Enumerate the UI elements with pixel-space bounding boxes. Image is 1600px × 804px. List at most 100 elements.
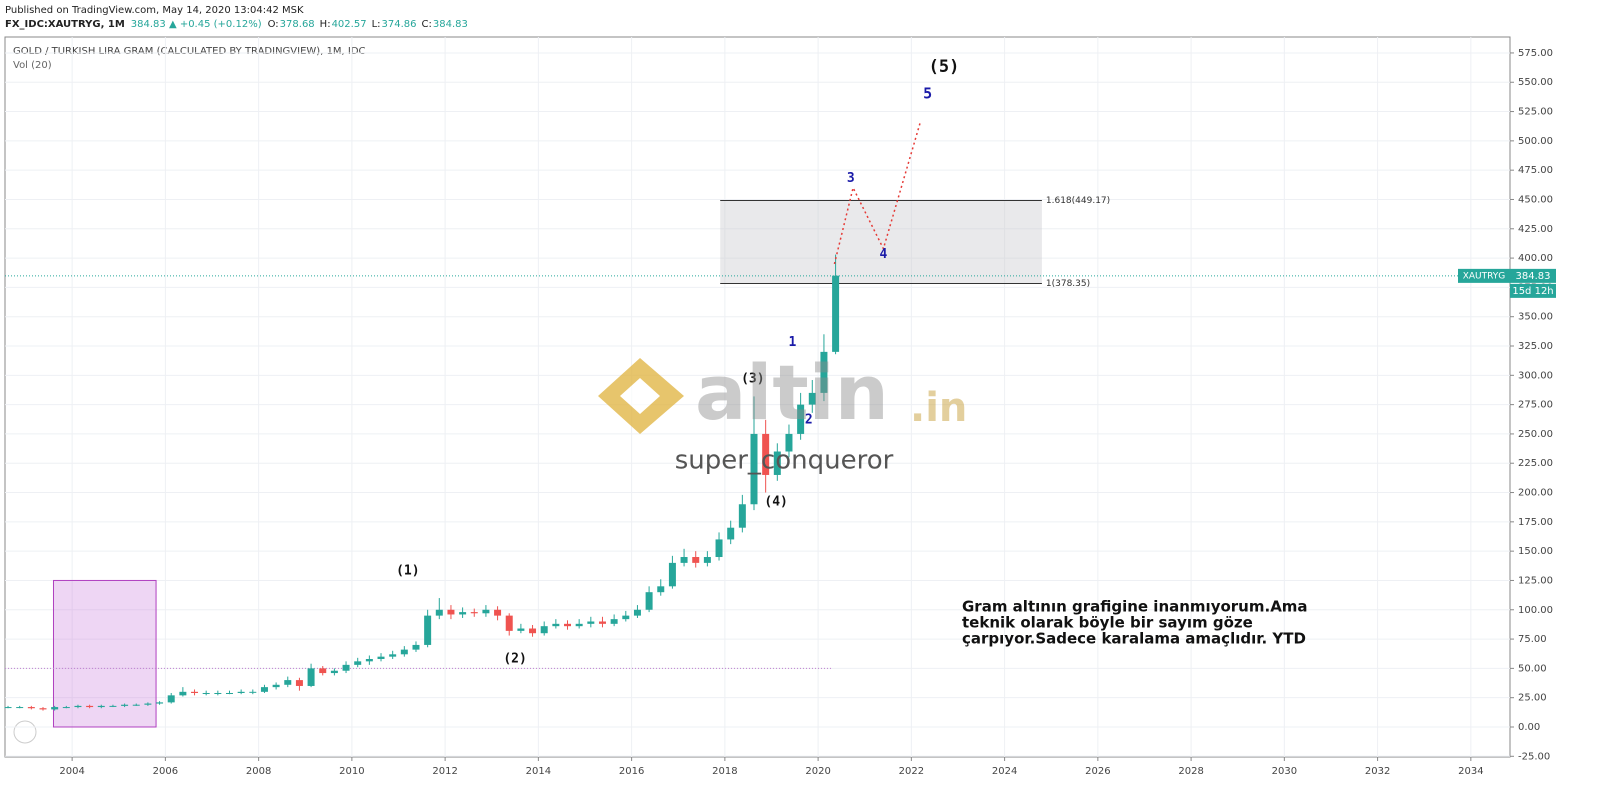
x-tick-label: 2018 xyxy=(712,766,737,777)
candle-body xyxy=(435,609,443,616)
candle-body xyxy=(319,668,327,674)
ohlc-label: L: xyxy=(372,19,381,30)
annotation: teknik olarak böyle bir sayım göze xyxy=(962,614,1253,632)
candle-body xyxy=(785,433,793,452)
candle-body xyxy=(447,609,455,615)
candle-body xyxy=(109,705,117,707)
annotation: Gram altının grafigine inanmıyorum.Ama xyxy=(962,598,1308,616)
countdown-tag xyxy=(1510,283,1556,298)
x-tick-label: 2030 xyxy=(1272,766,1297,777)
candle-body xyxy=(307,668,315,686)
candle-body xyxy=(517,628,525,631)
candle-body xyxy=(680,557,688,563)
wave-label: 1 xyxy=(789,335,797,350)
published: Published on TradingView.com, May 14, 20… xyxy=(5,5,304,16)
y-tick-label: 250.00 xyxy=(1518,429,1553,440)
candle-body xyxy=(179,691,187,696)
y-tick-label: 275.00 xyxy=(1518,400,1553,411)
fib-zone xyxy=(720,200,1042,284)
wave-label: (3) xyxy=(741,371,764,386)
y-tick-label: 450.00 xyxy=(1518,194,1553,205)
last-price-label: 384.83 xyxy=(1516,271,1551,282)
x-tick-label: 2016 xyxy=(619,766,644,777)
symbol: FX_IDC:XAUTRYG, 1M xyxy=(5,19,125,30)
candle-body xyxy=(389,654,397,657)
x-tick-label: 2010 xyxy=(339,766,364,777)
watermark-brand: altin xyxy=(695,348,889,437)
fib-label: 1(378.35) xyxy=(1046,279,1090,289)
y-tick-label: 100.00 xyxy=(1518,605,1553,616)
candle-body xyxy=(237,691,245,693)
candle-body xyxy=(494,609,502,616)
x-tick-label: 2034 xyxy=(1458,766,1483,777)
candle-body xyxy=(62,707,70,709)
candle-body xyxy=(225,692,233,694)
candle-body xyxy=(284,680,292,685)
price-tag xyxy=(1510,268,1556,283)
candle-body xyxy=(272,684,280,688)
x-tick-label: 2004 xyxy=(59,766,84,777)
fib-label: 1.618(449.17) xyxy=(1046,196,1110,206)
y-tick-label: 300.00 xyxy=(1518,370,1553,381)
candle-body xyxy=(552,623,560,627)
candle-body xyxy=(482,609,490,614)
candle-body xyxy=(587,621,595,624)
wave-label: 3 xyxy=(847,171,855,186)
candle-body xyxy=(412,644,420,650)
x-tick-label: 2020 xyxy=(805,766,830,777)
x-tick-label: 2028 xyxy=(1178,766,1203,777)
x-tick-label: 2012 xyxy=(432,766,457,777)
wave-label: 4 xyxy=(879,247,887,262)
candle-body xyxy=(820,351,828,393)
watermark-domain: .in xyxy=(910,385,967,431)
candle-body xyxy=(505,615,513,631)
candle-body xyxy=(703,557,711,563)
y-tick-label: 0.00 xyxy=(1518,722,1540,733)
candle-body xyxy=(144,703,152,705)
candle-body xyxy=(39,708,47,710)
wave-label: 5 xyxy=(923,84,932,102)
candle-body xyxy=(610,619,618,624)
candle-body xyxy=(27,707,35,709)
y-tick-label: 50.00 xyxy=(1518,663,1547,674)
x-tick-label: 2032 xyxy=(1365,766,1390,777)
x-tick-label: 2006 xyxy=(153,766,178,777)
candle-body xyxy=(750,433,758,505)
candle-body xyxy=(86,705,94,708)
candle-body xyxy=(295,680,303,686)
ohlc-label: H: xyxy=(320,19,331,30)
y-tick-label: 175.00 xyxy=(1518,517,1553,528)
y-tick-label: -25.00 xyxy=(1518,751,1550,762)
candle-body xyxy=(400,649,408,655)
candle-body xyxy=(808,392,816,405)
y-tick-label: 125.00 xyxy=(1518,575,1553,586)
candle-body xyxy=(191,691,199,693)
candle-body xyxy=(51,707,59,710)
candle-body xyxy=(797,404,805,434)
candle-body xyxy=(564,623,572,627)
tv-logo xyxy=(13,720,37,744)
candle-body xyxy=(167,695,175,703)
candle-body xyxy=(16,707,24,709)
y-tick-label: 325.00 xyxy=(1518,341,1553,352)
countdown: 15d 12h xyxy=(1512,286,1553,297)
candle-body xyxy=(540,626,548,634)
watermark-author: super_conqueror xyxy=(675,446,894,476)
candle-body xyxy=(727,527,735,540)
indicator: Vol (20) xyxy=(13,60,52,71)
candle-body xyxy=(692,557,700,563)
y-tick-label: 500.00 xyxy=(1518,136,1553,147)
candle-body xyxy=(668,562,676,587)
symbol-tag xyxy=(1458,268,1510,283)
candle-body xyxy=(657,586,665,593)
candle-body xyxy=(645,592,653,610)
candle-body xyxy=(214,692,222,694)
candle-body xyxy=(121,704,129,706)
y-tick-label: 200.00 xyxy=(1518,488,1553,499)
candle-body xyxy=(715,539,723,558)
watermark-logo xyxy=(598,358,684,434)
y-tick-label: 225.00 xyxy=(1518,458,1553,469)
y-tick-label: 75.00 xyxy=(1518,634,1547,645)
